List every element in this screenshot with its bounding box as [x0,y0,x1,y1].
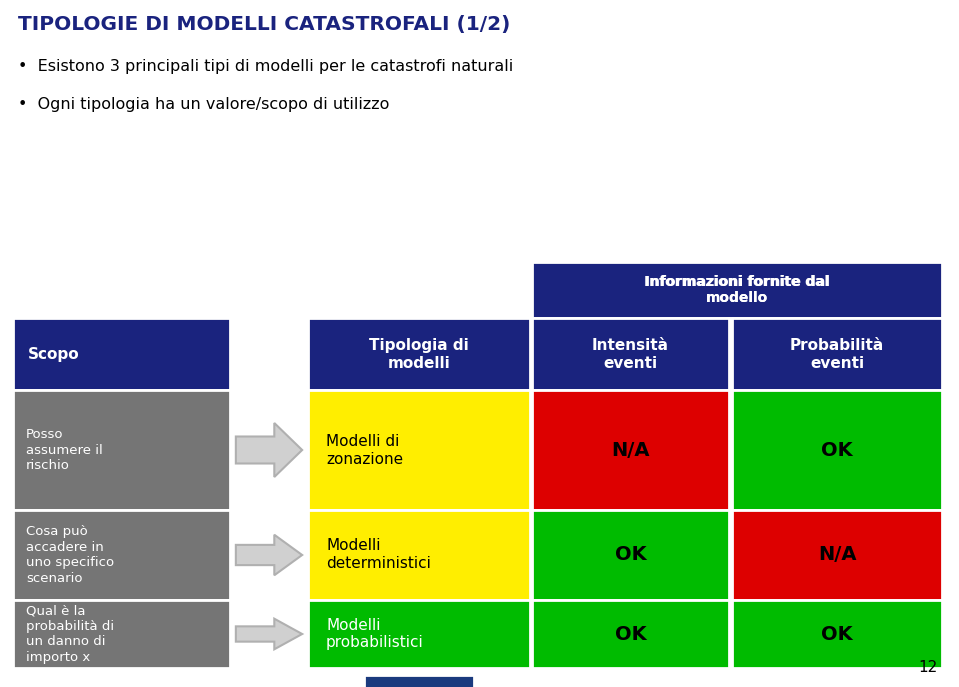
FancyBboxPatch shape [732,318,942,390]
Text: TIPOLOGIE DI MODELLI CATASTROFALI (1/2): TIPOLOGIE DI MODELLI CATASTROFALI (1/2) [18,15,510,34]
FancyBboxPatch shape [532,318,729,390]
FancyBboxPatch shape [308,600,530,668]
Text: OK: OK [615,545,646,565]
Polygon shape [236,423,302,477]
FancyBboxPatch shape [13,318,230,390]
FancyBboxPatch shape [308,390,530,510]
Text: Cosa può
accadere in
uno specifico
scenario: Cosa può accadere in uno specifico scena… [26,526,114,585]
Text: Informazioni fornite dal
modello: Informazioni fornite dal modello [644,275,830,306]
FancyBboxPatch shape [13,510,230,600]
Text: OK: OK [821,624,853,644]
Text: Scopo: Scopo [28,346,80,361]
Text: N/A: N/A [818,545,856,565]
Text: OK: OK [615,624,646,644]
FancyBboxPatch shape [532,510,729,600]
Text: Tipologia di
modelli: Tipologia di modelli [369,337,469,370]
Text: Qual è la
probabilità di
un danno di
importo x: Qual è la probabilità di un danno di imp… [26,605,114,664]
Text: 12: 12 [919,660,938,675]
FancyBboxPatch shape [732,600,942,668]
Text: OK: OK [821,440,853,460]
Text: Informazioni fornite dal
modello: Informazioni fornite dal modello [644,275,830,306]
Polygon shape [236,619,302,649]
FancyBboxPatch shape [13,600,230,668]
FancyBboxPatch shape [732,510,942,600]
FancyBboxPatch shape [364,675,474,687]
Text: Probabilità
eventi: Probabilità eventi [790,337,884,370]
Text: Intensità
eventi: Intensità eventi [592,337,669,370]
FancyBboxPatch shape [532,390,729,510]
FancyBboxPatch shape [308,510,530,600]
FancyBboxPatch shape [732,390,942,510]
Text: Modelli
deterministici: Modelli deterministici [326,539,431,572]
FancyBboxPatch shape [532,262,942,318]
Text: •  Ogni tipologia ha un valore/scopo di utilizzo: • Ogni tipologia ha un valore/scopo di u… [18,97,389,112]
FancyBboxPatch shape [532,262,942,318]
Text: •  Esistono 3 principali tipi di modelli per le catastrofi naturali: • Esistono 3 principali tipi di modelli … [18,59,513,74]
Text: N/A: N/A [611,440,650,460]
Text: Modelli di
zonazione: Modelli di zonazione [326,433,403,466]
Text: Posso
assumere il
rischio: Posso assumere il rischio [26,428,103,472]
FancyBboxPatch shape [308,318,530,390]
Polygon shape [236,534,302,575]
FancyBboxPatch shape [13,390,230,510]
FancyBboxPatch shape [532,600,729,668]
Text: Modelli
probabilistici: Modelli probabilistici [326,618,424,651]
